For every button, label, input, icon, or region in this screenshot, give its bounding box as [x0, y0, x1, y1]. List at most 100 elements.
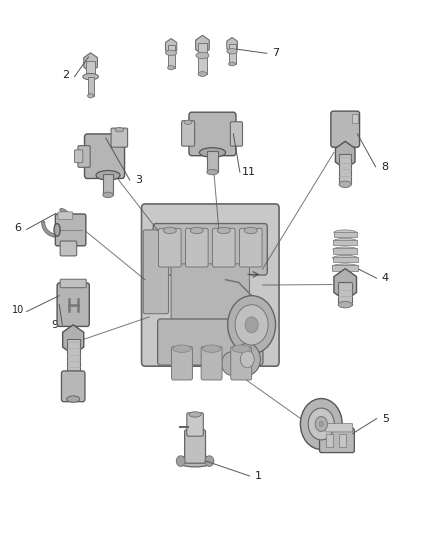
Ellipse shape — [217, 227, 230, 233]
Circle shape — [300, 399, 342, 449]
Ellipse shape — [96, 171, 120, 180]
FancyBboxPatch shape — [182, 120, 194, 146]
Ellipse shape — [198, 71, 207, 76]
Text: 7: 7 — [272, 49, 279, 58]
Circle shape — [315, 417, 327, 431]
Ellipse shape — [54, 223, 60, 236]
Circle shape — [222, 352, 241, 375]
Bar — [67, 338, 80, 376]
Ellipse shape — [332, 264, 358, 269]
Ellipse shape — [338, 302, 352, 308]
Ellipse shape — [173, 345, 191, 352]
Circle shape — [228, 296, 276, 354]
FancyBboxPatch shape — [141, 204, 279, 366]
FancyBboxPatch shape — [85, 134, 124, 179]
Circle shape — [319, 421, 323, 426]
Ellipse shape — [163, 227, 177, 233]
Bar — [207, 151, 218, 172]
FancyBboxPatch shape — [171, 264, 250, 330]
Ellipse shape — [333, 247, 357, 252]
Ellipse shape — [166, 50, 177, 55]
FancyBboxPatch shape — [60, 241, 77, 256]
FancyBboxPatch shape — [111, 128, 127, 147]
Bar — [333, 240, 357, 245]
FancyBboxPatch shape — [331, 111, 360, 147]
Ellipse shape — [244, 227, 257, 233]
Ellipse shape — [190, 227, 203, 233]
Circle shape — [235, 305, 268, 345]
Ellipse shape — [184, 120, 192, 124]
Text: 11: 11 — [242, 167, 256, 177]
Text: 4: 4 — [381, 273, 389, 283]
Bar — [103, 174, 113, 195]
Circle shape — [177, 456, 185, 466]
FancyBboxPatch shape — [240, 228, 262, 267]
Bar — [352, 114, 358, 123]
Bar — [332, 257, 358, 262]
Bar — [333, 248, 357, 254]
FancyBboxPatch shape — [143, 230, 169, 314]
Polygon shape — [227, 37, 237, 52]
FancyBboxPatch shape — [172, 346, 192, 380]
FancyBboxPatch shape — [185, 430, 205, 463]
Polygon shape — [336, 141, 355, 169]
Ellipse shape — [103, 192, 113, 198]
Ellipse shape — [115, 127, 124, 132]
FancyBboxPatch shape — [231, 346, 252, 380]
Polygon shape — [63, 325, 84, 354]
Ellipse shape — [196, 52, 209, 59]
Text: 9: 9 — [51, 320, 58, 330]
Ellipse shape — [207, 169, 218, 175]
Circle shape — [234, 343, 260, 375]
FancyBboxPatch shape — [153, 223, 267, 275]
FancyBboxPatch shape — [185, 228, 208, 267]
FancyBboxPatch shape — [55, 214, 86, 246]
Bar — [326, 434, 333, 447]
FancyBboxPatch shape — [201, 346, 222, 380]
Ellipse shape — [83, 74, 99, 80]
Bar — [168, 45, 175, 68]
Bar — [339, 154, 351, 184]
FancyBboxPatch shape — [230, 122, 243, 146]
Polygon shape — [196, 35, 209, 54]
Bar — [332, 265, 358, 271]
FancyBboxPatch shape — [60, 279, 86, 288]
Bar — [198, 43, 207, 74]
Ellipse shape — [334, 230, 357, 235]
Ellipse shape — [227, 49, 237, 54]
Text: 1: 1 — [254, 471, 261, 481]
Ellipse shape — [189, 412, 201, 417]
Bar — [88, 77, 94, 96]
Ellipse shape — [88, 94, 94, 98]
Ellipse shape — [168, 66, 175, 70]
Ellipse shape — [339, 181, 351, 188]
FancyBboxPatch shape — [212, 228, 235, 267]
FancyBboxPatch shape — [57, 283, 89, 326]
Circle shape — [245, 317, 258, 333]
Bar — [338, 282, 352, 305]
Text: 8: 8 — [381, 162, 388, 172]
Ellipse shape — [202, 345, 221, 352]
Ellipse shape — [232, 345, 251, 352]
Polygon shape — [334, 269, 357, 301]
Circle shape — [308, 408, 334, 440]
FancyBboxPatch shape — [159, 228, 181, 267]
Bar — [86, 61, 95, 78]
Ellipse shape — [177, 455, 214, 467]
FancyBboxPatch shape — [61, 371, 85, 402]
Bar — [334, 231, 357, 237]
FancyBboxPatch shape — [158, 319, 263, 365]
Bar — [339, 434, 346, 447]
Polygon shape — [84, 53, 97, 72]
Circle shape — [205, 456, 214, 466]
Circle shape — [240, 351, 254, 368]
Text: 6: 6 — [14, 223, 21, 233]
Ellipse shape — [67, 396, 80, 402]
Bar — [229, 44, 236, 64]
FancyBboxPatch shape — [74, 150, 83, 163]
Ellipse shape — [199, 148, 226, 157]
Ellipse shape — [229, 62, 236, 66]
FancyBboxPatch shape — [58, 212, 73, 219]
FancyBboxPatch shape — [187, 413, 203, 436]
Text: 5: 5 — [382, 414, 389, 424]
